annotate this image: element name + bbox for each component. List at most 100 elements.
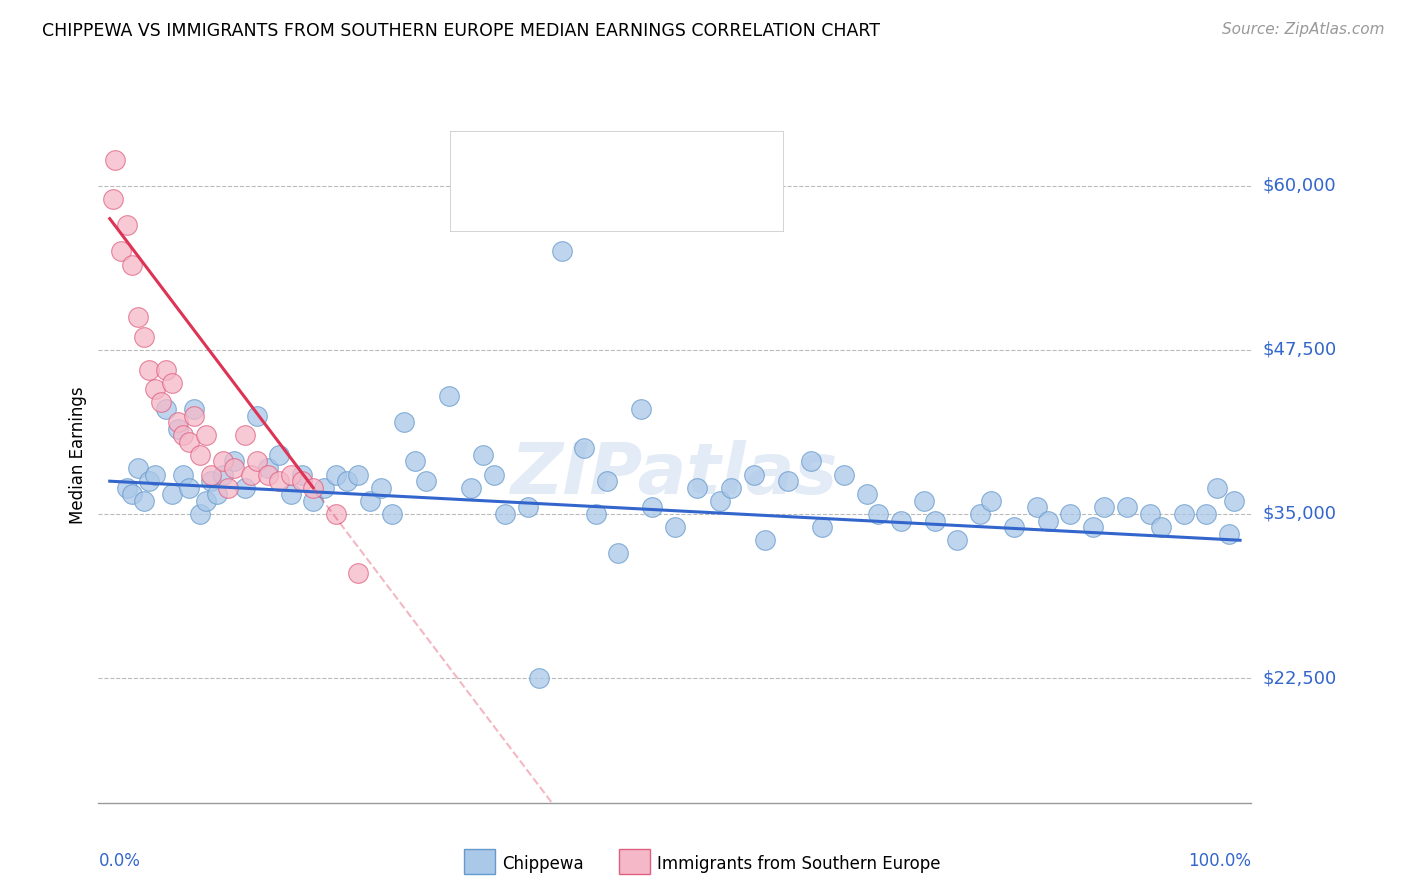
Point bbox=[160, 487, 183, 501]
Point bbox=[246, 454, 269, 468]
Point bbox=[1150, 520, 1173, 534]
Point bbox=[240, 467, 263, 482]
Point bbox=[280, 487, 302, 501]
Point bbox=[1092, 500, 1115, 515]
Text: $47,500: $47,500 bbox=[1263, 341, 1337, 359]
Point bbox=[160, 376, 183, 390]
Point bbox=[641, 500, 664, 515]
Point bbox=[516, 500, 538, 515]
Point bbox=[257, 467, 280, 482]
Point bbox=[127, 310, 149, 324]
Point bbox=[969, 507, 991, 521]
Point bbox=[596, 474, 619, 488]
Point bbox=[121, 487, 143, 501]
Point bbox=[551, 244, 574, 259]
Point bbox=[912, 494, 935, 508]
Point bbox=[607, 546, 630, 560]
Point bbox=[980, 494, 1002, 508]
Point bbox=[138, 474, 160, 488]
Point bbox=[235, 481, 257, 495]
Point bbox=[924, 514, 946, 528]
Text: Chippewa: Chippewa bbox=[502, 855, 583, 873]
Point bbox=[222, 454, 245, 468]
Point bbox=[664, 520, 686, 534]
Point bbox=[101, 192, 124, 206]
Point bbox=[177, 434, 200, 449]
Point bbox=[471, 448, 494, 462]
Point bbox=[529, 671, 551, 685]
Point bbox=[138, 362, 160, 376]
Text: $22,500: $22,500 bbox=[1263, 669, 1337, 687]
Point bbox=[359, 494, 381, 508]
Point bbox=[946, 533, 969, 548]
Text: R =: R = bbox=[503, 148, 543, 166]
Point bbox=[269, 448, 291, 462]
Point bbox=[291, 474, 314, 488]
Point bbox=[200, 467, 222, 482]
Point bbox=[1139, 507, 1161, 521]
Point bbox=[188, 507, 211, 521]
Point bbox=[868, 507, 890, 521]
Text: 101: 101 bbox=[707, 147, 748, 167]
Point bbox=[347, 566, 370, 580]
Point bbox=[630, 401, 652, 416]
Point bbox=[1036, 514, 1059, 528]
Point bbox=[415, 474, 437, 488]
Point bbox=[132, 494, 155, 508]
Point bbox=[482, 467, 505, 482]
Text: $60,000: $60,000 bbox=[1263, 177, 1337, 194]
Point bbox=[1223, 494, 1246, 508]
Point bbox=[370, 481, 392, 495]
Point bbox=[166, 415, 188, 429]
Text: -0.700: -0.700 bbox=[554, 196, 623, 216]
Point bbox=[217, 481, 239, 495]
Point bbox=[302, 494, 325, 508]
Point bbox=[834, 467, 856, 482]
Point bbox=[115, 218, 138, 232]
Point bbox=[437, 389, 460, 403]
Point bbox=[460, 481, 482, 495]
Point bbox=[188, 448, 211, 462]
Point bbox=[194, 428, 217, 442]
Point bbox=[257, 461, 280, 475]
Point bbox=[211, 467, 233, 482]
Point bbox=[121, 258, 143, 272]
Point bbox=[115, 481, 138, 495]
Point bbox=[302, 481, 325, 495]
Y-axis label: Median Earnings: Median Earnings bbox=[69, 386, 87, 524]
Point bbox=[172, 467, 194, 482]
Point bbox=[776, 474, 799, 488]
Point bbox=[183, 401, 205, 416]
Point bbox=[1173, 507, 1195, 521]
Point bbox=[494, 507, 516, 521]
Point bbox=[1059, 507, 1081, 521]
Text: CHIPPEWA VS IMMIGRANTS FROM SOUTHERN EUROPE MEDIAN EARNINGS CORRELATION CHART: CHIPPEWA VS IMMIGRANTS FROM SOUTHERN EUR… bbox=[42, 22, 880, 40]
Point bbox=[246, 409, 269, 423]
Point bbox=[381, 507, 404, 521]
Point bbox=[325, 467, 347, 482]
Point bbox=[183, 409, 205, 423]
Text: 0.0%: 0.0% bbox=[98, 852, 141, 870]
Point bbox=[1025, 500, 1047, 515]
Text: -0.245: -0.245 bbox=[554, 147, 623, 167]
Text: Immigrants from Southern Europe: Immigrants from Southern Europe bbox=[657, 855, 941, 873]
Text: N =: N = bbox=[658, 197, 697, 215]
Point bbox=[1116, 500, 1139, 515]
Point bbox=[574, 442, 596, 456]
FancyBboxPatch shape bbox=[450, 131, 785, 232]
Point bbox=[166, 422, 188, 436]
Bar bbox=[464, 144, 494, 172]
Bar bbox=[464, 192, 494, 220]
Point bbox=[1081, 520, 1104, 534]
Point bbox=[155, 362, 177, 376]
Point bbox=[127, 461, 149, 475]
Point bbox=[143, 467, 166, 482]
Point bbox=[754, 533, 776, 548]
Point bbox=[155, 401, 177, 416]
Point bbox=[336, 474, 359, 488]
Point bbox=[194, 494, 217, 508]
Point bbox=[211, 454, 233, 468]
Text: Source: ZipAtlas.com: Source: ZipAtlas.com bbox=[1222, 22, 1385, 37]
Point bbox=[291, 467, 314, 482]
Point bbox=[1002, 520, 1025, 534]
